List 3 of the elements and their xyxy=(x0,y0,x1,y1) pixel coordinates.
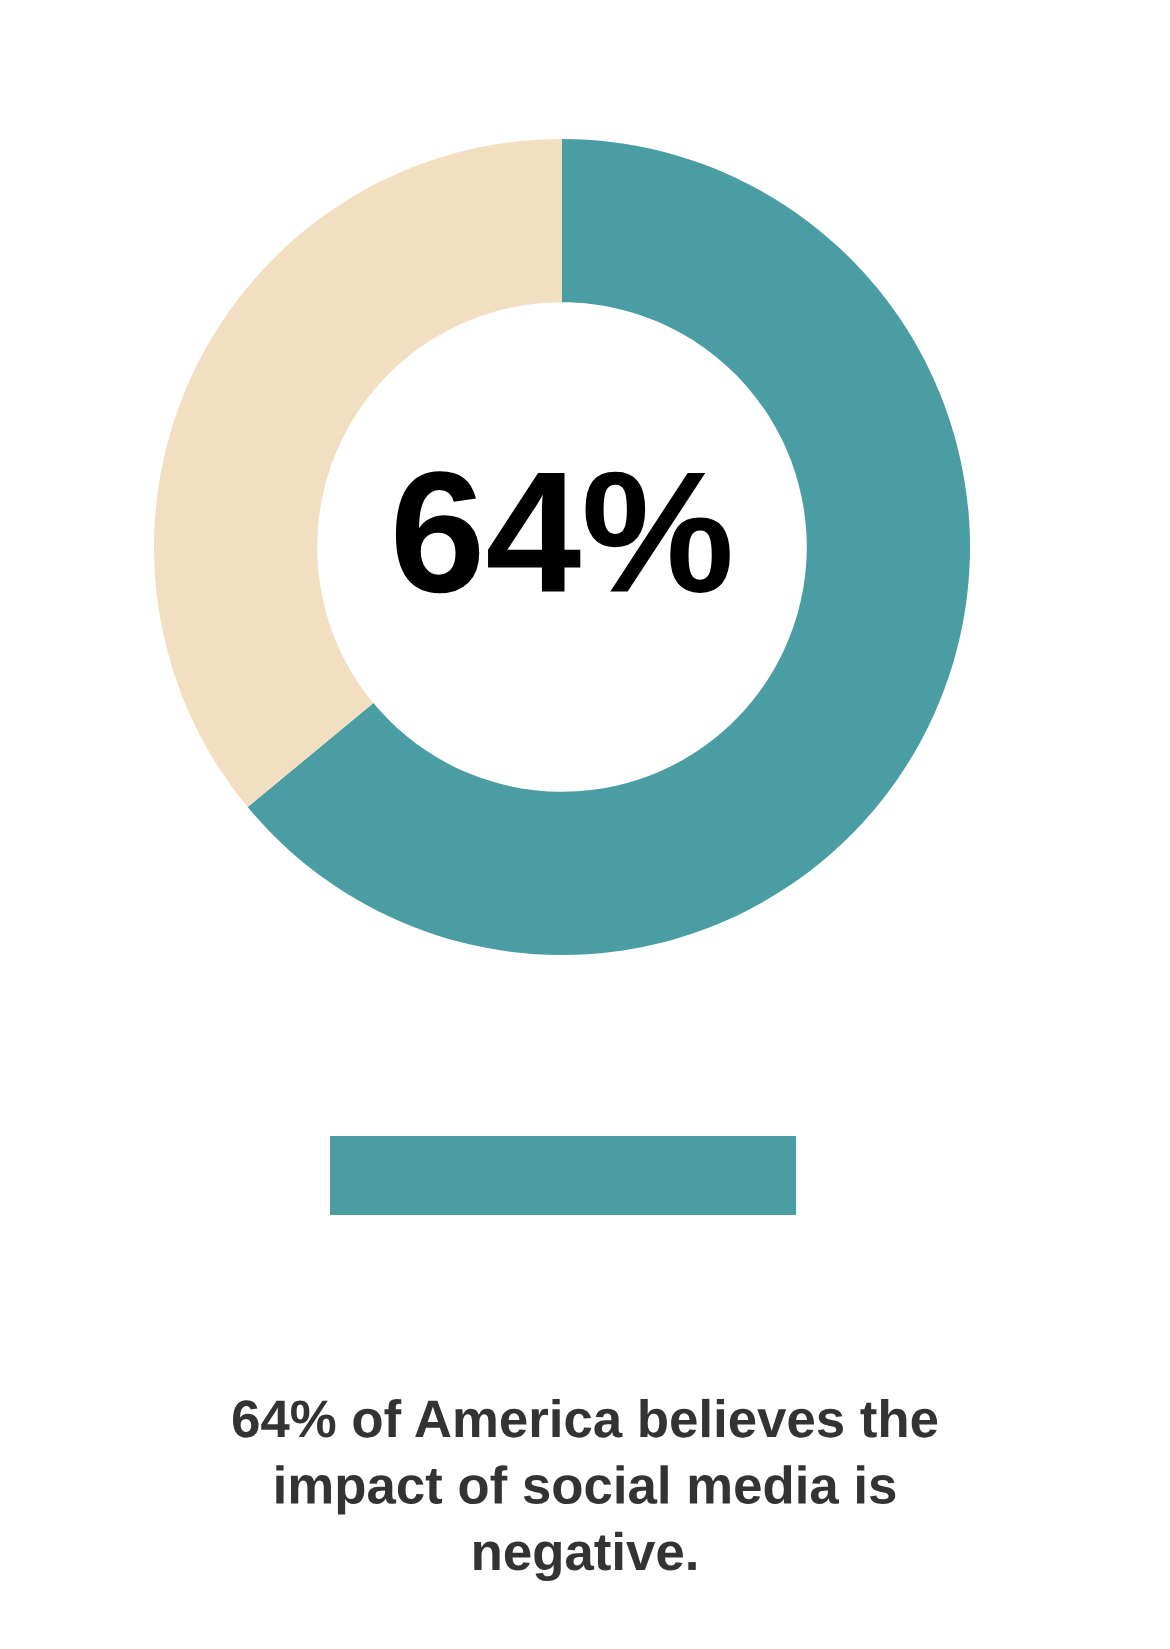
text: 64% of America believes the impact of social media is negative. xyxy=(232,1398,938,1582)
data-label: 64% xyxy=(395,471,730,594)
donut-slice xyxy=(247,139,970,955)
